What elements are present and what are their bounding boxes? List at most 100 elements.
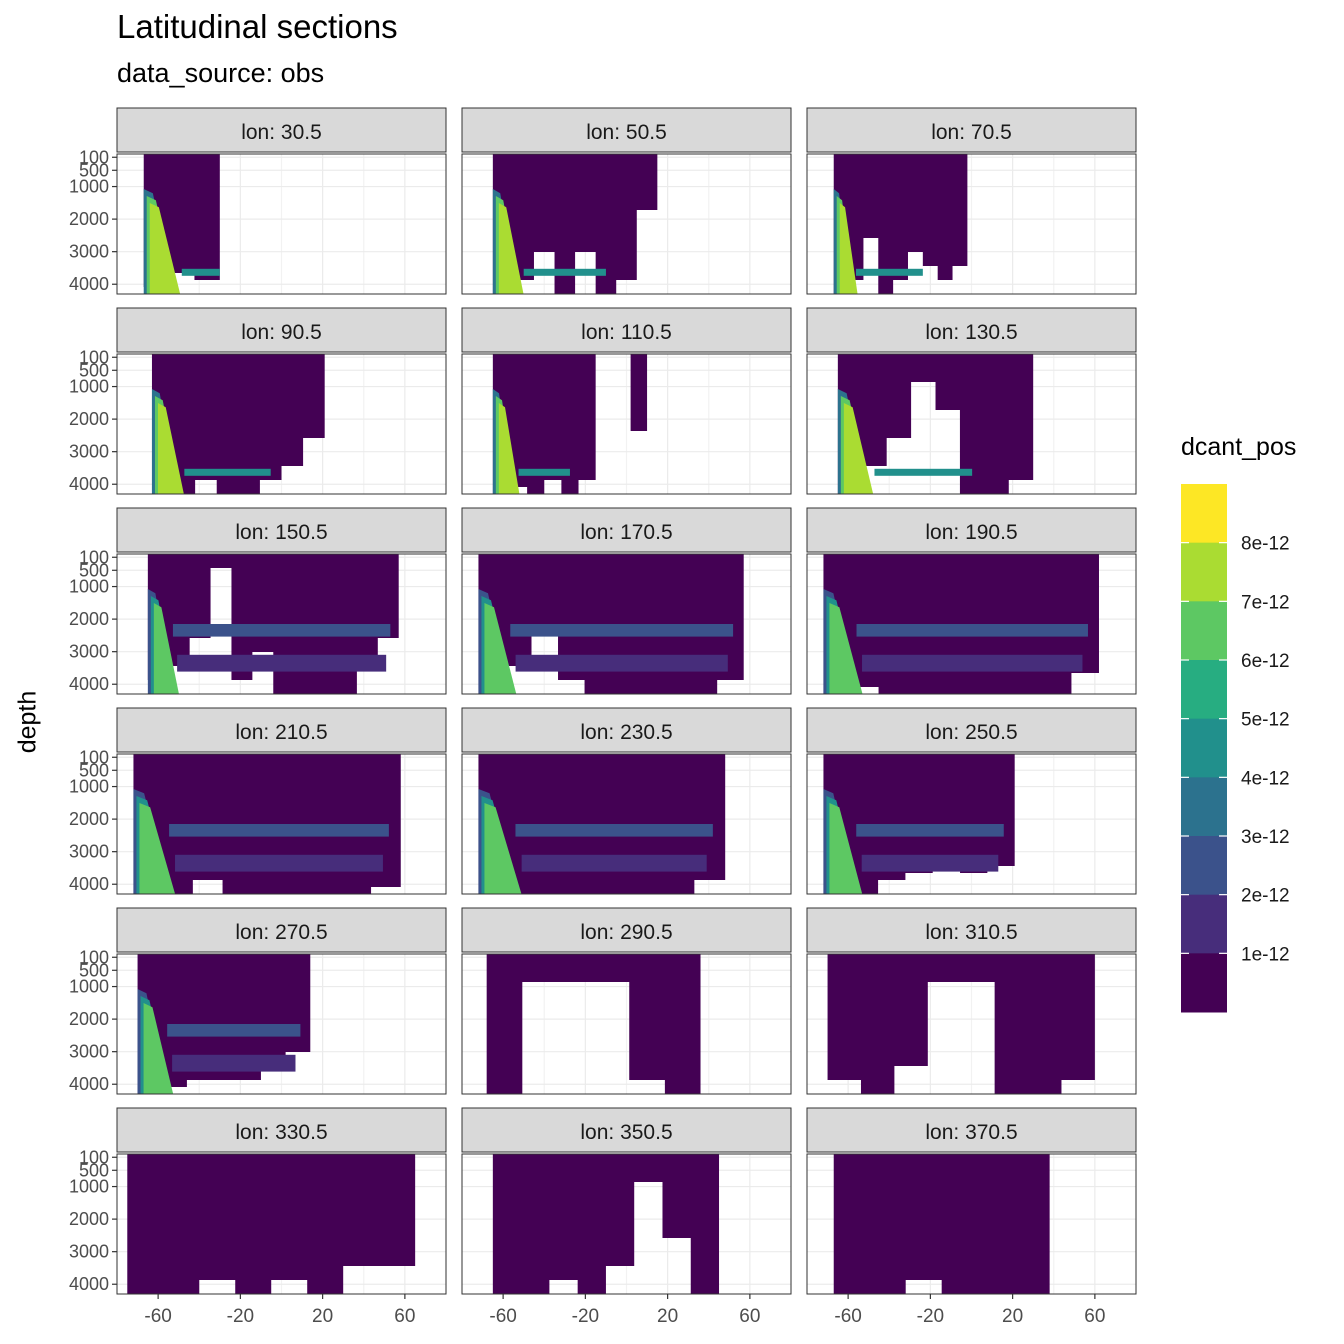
x-tick-label: 60 <box>1084 1306 1105 1327</box>
water-mass-band <box>829 603 863 694</box>
chart-subtitle: data_source: obs <box>117 58 325 88</box>
legend-swatch <box>1181 836 1227 896</box>
y-tick-label: 3000 <box>69 842 109 862</box>
y-tick-label: 3000 <box>69 1242 109 1262</box>
panel-strip-label: lon: 350.5 <box>580 1121 672 1144</box>
panel-strip-label: lon: 210.5 <box>235 721 327 744</box>
y-tick-label: 100 <box>79 1147 109 1167</box>
water-mass-band <box>498 203 524 294</box>
legend-title: dcant_pos <box>1181 433 1297 461</box>
y-tick-label: 3000 <box>69 242 109 262</box>
section-fill <box>492 1154 720 1294</box>
y-tick-label: 1000 <box>69 577 109 597</box>
panel-strip <box>116 707 447 753</box>
panel-strip <box>806 1107 1137 1153</box>
y-tick-label: 2000 <box>69 409 109 429</box>
panel-strip <box>461 507 792 553</box>
legend-swatch <box>1181 484 1227 544</box>
y-tick-label: 2000 <box>69 809 109 829</box>
panel-strip-label: lon: 170.5 <box>580 521 672 544</box>
panel-strip <box>806 107 1137 153</box>
panel-strip <box>806 507 1137 553</box>
y-tick-label: 500 <box>79 1160 109 1180</box>
panel-border <box>461 353 792 495</box>
legend-label: 4e-12 <box>1241 768 1290 789</box>
water-mass-band <box>172 624 391 637</box>
panel-border <box>806 153 1137 295</box>
panel-strip <box>461 907 792 953</box>
legend-label: 1e-12 <box>1241 944 1290 965</box>
panel-border <box>116 753 447 895</box>
x-tick-label: -60 <box>834 1306 861 1327</box>
x-tick-label: 60 <box>739 1306 760 1327</box>
water-mass-band <box>856 824 1004 837</box>
panel-border <box>116 153 447 295</box>
legend-swatch <box>1181 542 1227 602</box>
y-tick-label: 100 <box>79 747 109 767</box>
y-tick-label: 4000 <box>69 1274 109 1294</box>
panel-strip <box>461 1107 792 1153</box>
y-tick-label: 4000 <box>69 274 109 294</box>
x-tick-label: -20 <box>917 1306 944 1327</box>
water-mass-band <box>175 854 383 872</box>
water-mass-band <box>515 824 713 837</box>
water-mass-band <box>184 468 271 476</box>
y-tick-label: 2000 <box>69 609 109 629</box>
panel-strip-label: lon: 270.5 <box>235 921 327 944</box>
legend-label: 6e-12 <box>1241 651 1290 672</box>
legend-swatch <box>1181 953 1227 1013</box>
water-mass-band <box>843 403 874 494</box>
x-tick-label: -60 <box>489 1306 516 1327</box>
panel-strip-label: lon: 310.5 <box>925 921 1017 944</box>
y-tick-label: 3000 <box>69 642 109 662</box>
water-mass-band <box>498 403 520 494</box>
water-mass-band <box>521 854 707 872</box>
y-tick-label: 1000 <box>69 377 109 397</box>
panel-border <box>806 953 1137 1095</box>
panel: lon: 190.5 <box>806 507 1137 695</box>
panel-strip-label: lon: 370.5 <box>925 1121 1017 1144</box>
panel-strip-label: lon: 90.5 <box>241 321 322 344</box>
y-tick-label: 100 <box>79 147 109 167</box>
water-mass-band <box>839 203 858 294</box>
panel-strip-label: lon: 130.5 <box>925 321 1017 344</box>
water-mass-band <box>829 803 863 894</box>
water-mass-band <box>177 654 387 672</box>
water-mass-band <box>523 268 606 276</box>
panel-strip <box>116 907 447 953</box>
legend-label: 5e-12 <box>1241 710 1290 731</box>
panel: lon: 370.5 -60 -20 20 60 <box>806 1107 1137 1327</box>
panel-strip-label: lon: 30.5 <box>241 121 322 144</box>
panel-border <box>461 753 792 895</box>
x-tick-label: -20 <box>572 1306 599 1327</box>
y-tick-label: 2000 <box>69 1209 109 1229</box>
panel-strip-label: lon: 110.5 <box>581 321 672 344</box>
water-mass-band <box>518 468 570 476</box>
panel-border <box>806 753 1137 895</box>
water-mass-band <box>861 854 999 872</box>
panel-strip <box>806 907 1137 953</box>
water-mass-band <box>856 624 1088 637</box>
panel: lon: 350.5 -60 -20 20 60 <box>461 1107 792 1327</box>
y-tick-label: 500 <box>79 960 109 980</box>
section-fill <box>833 1154 1050 1294</box>
panel: lon: 70.5 <box>806 107 1137 295</box>
legend-swatch <box>1181 601 1227 661</box>
section-fill <box>492 354 596 494</box>
legend-label: 3e-12 <box>1241 827 1290 848</box>
y-tick-label: 1000 <box>69 177 109 197</box>
panel-border <box>116 1153 447 1295</box>
panel-strip <box>116 307 447 353</box>
y-tick-label: 100 <box>79 547 109 567</box>
section-fill <box>833 154 968 294</box>
water-mass-band <box>157 403 184 494</box>
panel: lon: 170.5 <box>461 507 792 695</box>
panel-strip <box>806 307 1137 353</box>
x-tick-label: 60 <box>394 1306 415 1327</box>
section-fill <box>127 1154 416 1294</box>
panel: lon: 230.5 <box>461 707 792 895</box>
legend-swatch <box>1181 894 1227 954</box>
